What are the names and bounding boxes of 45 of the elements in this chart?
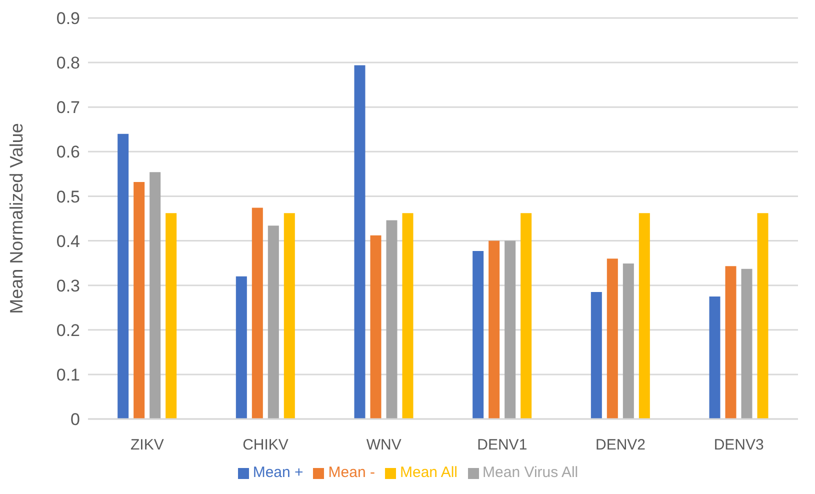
- y-tick-label: 0.2: [56, 320, 80, 340]
- y-tick-label: 0.5: [56, 187, 80, 206]
- y-tick-label: 0.6: [56, 142, 80, 162]
- y-tick-label: 0: [70, 410, 80, 430]
- bar: [284, 213, 295, 419]
- bar: [725, 266, 736, 419]
- y-tick-label: 0.3: [56, 276, 80, 296]
- y-tick-label: 0.7: [56, 98, 80, 118]
- x-tick-label: CHIKV: [242, 436, 288, 454]
- bar: [236, 276, 247, 419]
- bar: [638, 213, 650, 419]
- bar: [386, 220, 398, 419]
- x-tick-label: WNV: [366, 436, 402, 454]
- bar: [118, 134, 129, 419]
- bar: [150, 172, 161, 419]
- bar: [488, 240, 500, 419]
- bar: [590, 292, 602, 419]
- bar: [741, 268, 752, 419]
- y-axis-title: Mean Normalized Value: [6, 123, 26, 314]
- y-tick-label: 0.1: [56, 365, 80, 384]
- bar: [402, 213, 414, 419]
- y-tick-label: 0.8: [56, 54, 80, 73]
- bar: [166, 213, 177, 419]
- bar: [252, 208, 263, 419]
- bar: [622, 264, 634, 419]
- bar: [757, 213, 768, 419]
- legend-label: Mean -: [328, 464, 375, 481]
- y-tick-label: 0.4: [56, 232, 80, 251]
- bar: [472, 251, 484, 419]
- bar: [520, 213, 532, 419]
- bar: [504, 240, 516, 419]
- bar: [709, 296, 720, 419]
- bar: [606, 258, 618, 419]
- bar: [370, 235, 382, 419]
- x-tick-label: DENV1: [477, 436, 528, 454]
- x-tick-label: ZIKV: [130, 436, 164, 454]
- legend-label: Mean Virus All: [482, 464, 578, 481]
- legend-label: Mean All: [400, 464, 458, 481]
- bar: [268, 226, 279, 419]
- legend-label: Mean +: [252, 464, 304, 481]
- x-tick-label: DENV2: [595, 436, 646, 454]
- bar: [354, 65, 366, 419]
- y-tick-label: 0.9: [56, 9, 80, 28]
- bar: [134, 182, 145, 419]
- x-tick-label: DENV3: [714, 436, 764, 454]
